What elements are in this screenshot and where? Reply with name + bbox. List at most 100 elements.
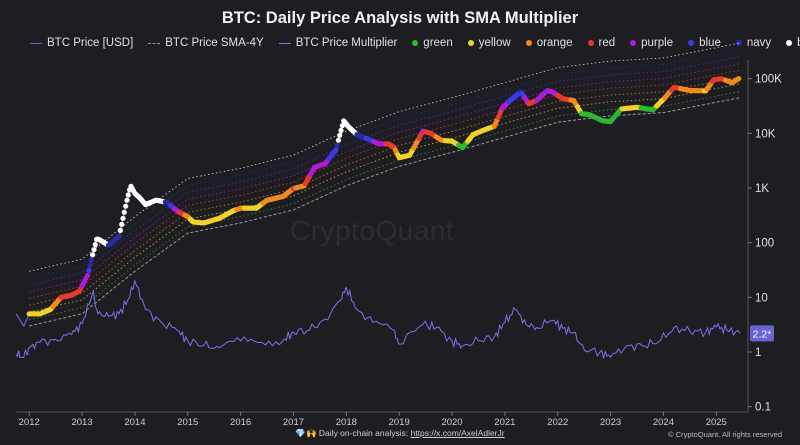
price-dot	[120, 215, 126, 221]
x-tick-label: 2023	[600, 417, 621, 428]
legend-swatch	[587, 40, 594, 46]
y-tick-label: 100K	[755, 74, 782, 86]
legend-swatch	[467, 40, 474, 46]
price-dot	[90, 252, 96, 258]
legend-item-btc-price-multiplier[interactable]: BTC Price Multiplier	[278, 37, 398, 49]
legend-label: BTC Price [USD]	[47, 37, 134, 49]
x-tick-label: 2016	[230, 417, 251, 428]
band-4.2x	[29, 63, 741, 293]
legend-item-navy[interactable]: navy	[735, 37, 772, 49]
current-multiplier-badge	[750, 325, 774, 342]
copyright: © CryptoQuant. All rights reserved	[668, 430, 782, 439]
price-dot	[736, 76, 742, 82]
legend-swatch	[148, 42, 161, 44]
legend-swatch	[735, 40, 742, 46]
x-tick-label: 2025	[706, 417, 727, 428]
band-7.5x	[29, 49, 741, 279]
footer: 💎🙌 Daily on-chain analysis: https://x.co…	[0, 428, 800, 439]
price-dot	[116, 233, 122, 240]
price-dot	[92, 242, 98, 248]
legend-label: BTC Price Multiplier	[295, 37, 398, 49]
x-tick-label: 2020	[441, 417, 462, 428]
price-dot	[125, 192, 131, 198]
legend-label: red	[598, 37, 616, 49]
legend-swatch	[630, 40, 637, 46]
price-dot	[337, 132, 343, 138]
x-tick-label: 2012	[19, 417, 40, 428]
y-tick-label: 1K	[755, 183, 769, 195]
legend-label: orange	[536, 37, 573, 49]
legend-item-btc-price-sma-4y[interactable]: BTC Price SMA-4Y	[148, 37, 264, 49]
x-tick-label: 2015	[177, 417, 198, 428]
y-tick-label: 10K	[755, 128, 776, 140]
x-tick-label: 2013	[71, 417, 92, 428]
band-1.3x	[29, 90, 741, 321]
legend-item-blue[interactable]: blue	[688, 37, 721, 49]
price-dot	[117, 227, 123, 233]
legend-swatch	[30, 42, 42, 44]
y-tick-label: 0.1	[755, 402, 771, 414]
legend-label: navy	[746, 37, 772, 49]
legend-item-black[interactable]: black	[786, 37, 800, 49]
y-tick-label: 1	[755, 347, 761, 359]
current-multiplier-label: 2.2*	[753, 328, 772, 340]
price-dot	[91, 247, 97, 253]
sma-4y-layer	[29, 97, 741, 327]
legend-item-orange[interactable]: orange	[525, 37, 573, 49]
multiplier-line	[15, 279, 741, 359]
price-dot	[124, 197, 130, 203]
price-dot	[84, 273, 90, 279]
legend-item-btc-price-usd[interactable]: BTC Price [USD]	[30, 37, 133, 49]
sma-bands	[29, 42, 741, 321]
footer-text: Daily on-chain analysis:	[318, 428, 409, 438]
sma-4y-line	[29, 97, 741, 327]
multiplier-layer	[15, 279, 741, 359]
legend: BTC Price [USD] BTC Price SMA-4Y BTC Price…	[30, 37, 800, 49]
legend-item-yellow[interactable]: yellow	[467, 37, 511, 49]
x-tick-label: 2018	[336, 417, 357, 428]
legend-swatch	[412, 40, 419, 46]
chart-title: BTC: Daily Price Analysis with SMA Multi…	[221, 9, 579, 27]
x-tick-label: 2022	[547, 417, 568, 428]
btc-price-line	[15, 77, 741, 328]
legend-swatch	[278, 42, 291, 44]
legend-swatch	[786, 40, 793, 46]
watermark: CryptoQuant	[290, 215, 455, 246]
x-tick-label: 2017	[283, 417, 304, 428]
band-10x	[29, 42, 741, 272]
x-tick-label: 2019	[389, 417, 410, 428]
legend-item-purple[interactable]: purple	[630, 37, 673, 49]
price-dot	[86, 267, 92, 273]
x-tick-label: 2014	[124, 417, 145, 428]
band-3.2x	[29, 69, 741, 299]
legend-label: BTC Price SMA-4Y	[165, 37, 264, 49]
legend-swatch	[688, 40, 695, 46]
price-dot	[119, 221, 125, 227]
price-dot	[335, 137, 341, 143]
price-dot	[333, 147, 339, 153]
x-tick-label: 2021	[494, 417, 515, 428]
legend-label: yellow	[478, 37, 511, 49]
legend-label: purple	[641, 37, 674, 49]
diamond-hands-icon: 💎🙌	[295, 428, 317, 438]
price-dot	[88, 257, 94, 263]
band-5.6x	[29, 56, 741, 286]
price-layer	[15, 76, 742, 328]
legend-label: blue	[699, 37, 721, 49]
price-dot	[121, 209, 127, 215]
legend-swatch	[525, 40, 532, 46]
footer-link[interactable]: https://x.com/AxelAdlerJr	[410, 428, 505, 438]
axes: 100K 10K 1K 100 10 1 0.1 2012 2013 2014 2015 2016 20…	[16, 60, 782, 428]
legend-item-red[interactable]: red	[587, 37, 616, 49]
legend-label: black	[797, 37, 800, 49]
x-tick-label: 2024	[653, 417, 674, 428]
legend-label: green	[423, 37, 453, 49]
y-tick-label: 100	[755, 238, 774, 250]
band-1.8x	[29, 83, 741, 313]
price-dot	[334, 142, 340, 148]
price-dot	[338, 127, 344, 134]
price-dot	[123, 203, 129, 209]
y-tick-label: 10	[755, 292, 768, 304]
price-dot	[87, 262, 93, 268]
legend-item-green[interactable]: green	[412, 37, 453, 49]
